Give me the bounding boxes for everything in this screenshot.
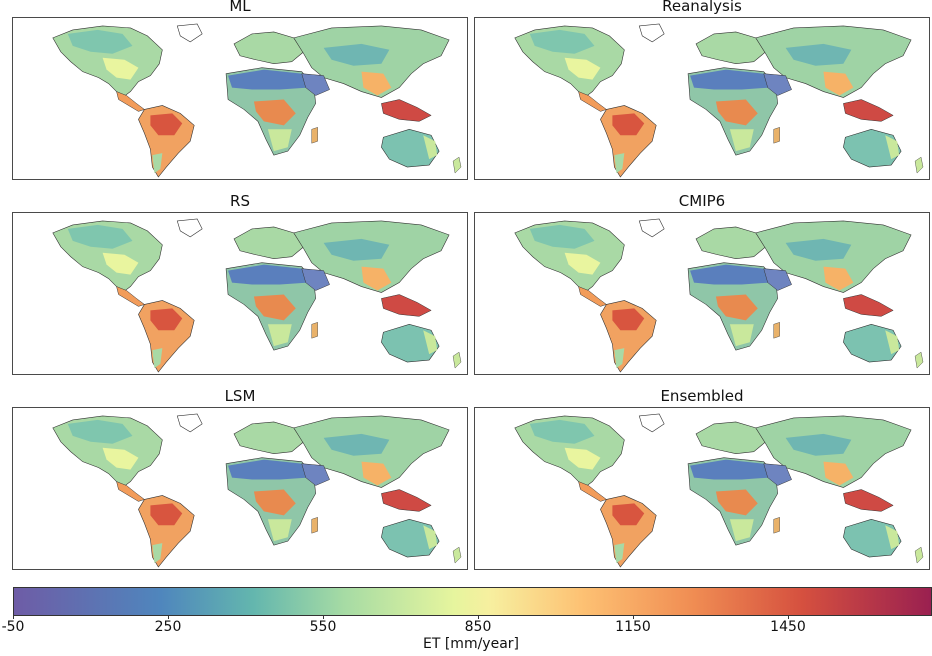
- panel-title: Ensembled: [660, 387, 744, 405]
- map-panel-reanalysis: Reanalysis: [474, 0, 930, 180]
- map-panel-ensembled: Ensembled: [474, 387, 930, 570]
- colorbar-label: ET [mm/year]: [423, 636, 519, 652]
- panel-title: Reanalysis: [662, 0, 742, 15]
- colorbar-tick-label: 1450: [770, 619, 806, 635]
- map-panel-lsm: LSM: [12, 387, 468, 570]
- world-map: [474, 212, 930, 375]
- colorbar-tick-label: 850: [464, 619, 492, 635]
- colorbar-tick-label: 550: [309, 619, 337, 635]
- panel-title: ML: [229, 0, 251, 15]
- world-map: [12, 407, 468, 570]
- colorbar-tick: [13, 615, 14, 619]
- map-panel-rs: RS: [12, 192, 468, 375]
- colorbar-tick: [323, 615, 324, 619]
- colorbar-tick: [478, 615, 479, 619]
- map-panel-cmip6: CMIP6: [474, 192, 930, 375]
- world-map: [12, 17, 468, 180]
- world-map: [474, 17, 930, 180]
- colorbar-tick-label: -50: [1, 619, 25, 635]
- map-panel-ml: ML: [12, 0, 468, 180]
- panel-title: CMIP6: [678, 192, 726, 210]
- world-map: [474, 407, 930, 570]
- panel-title: RS: [230, 192, 250, 210]
- world-map: [12, 212, 468, 375]
- colorbar-tick: [788, 615, 789, 619]
- panel-title: LSM: [224, 387, 256, 405]
- colorbar-tick-label: 1150: [615, 619, 651, 635]
- colorbar-tick-label: 250: [154, 619, 182, 635]
- colorbar-tick: [633, 615, 634, 619]
- colorbar-tick: [168, 615, 169, 619]
- colorbar: [13, 587, 932, 616]
